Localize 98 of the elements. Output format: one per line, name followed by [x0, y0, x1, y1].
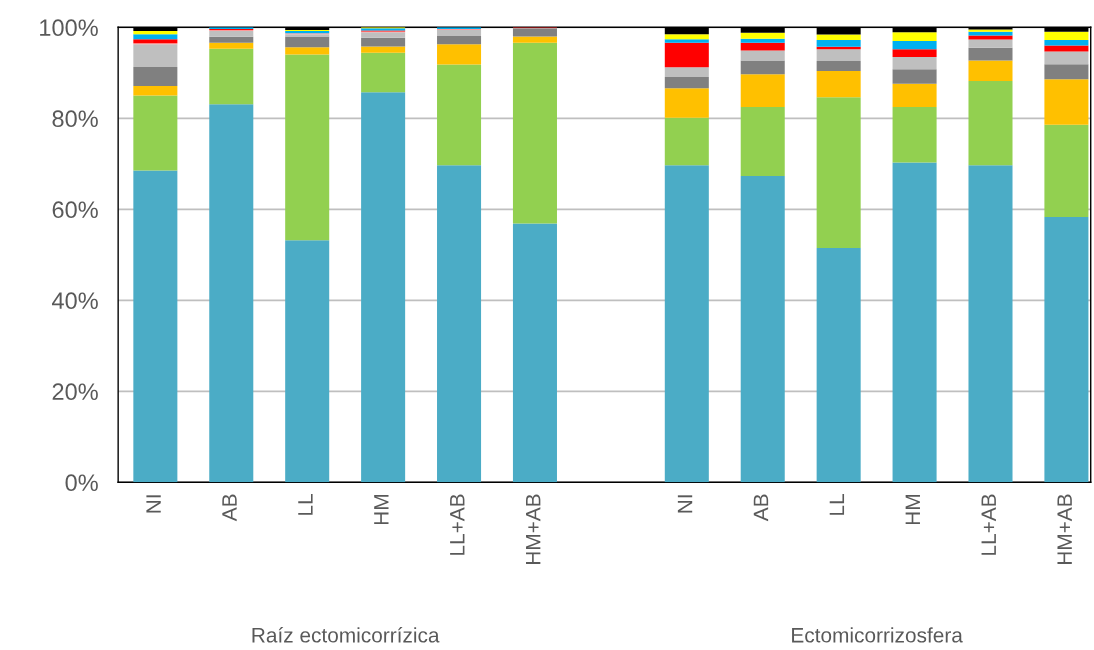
x-tick-label: LL+AB	[450, 494, 465, 555]
bar	[285, 240, 330, 483]
bar	[968, 47, 1013, 61]
bar	[892, 49, 937, 57]
bar	[740, 38, 785, 43]
bar	[968, 60, 1013, 81]
bar	[892, 69, 937, 84]
bar	[437, 64, 482, 166]
bar	[968, 35, 1013, 40]
bar	[209, 42, 254, 49]
y-tick-label: 100%	[40, 19, 98, 37]
y-tick-label: 60%	[52, 201, 98, 219]
bar	[664, 39, 709, 43]
x-tick-label: LL	[298, 494, 313, 515]
bar	[816, 60, 861, 71]
bar	[512, 223, 557, 483]
bar	[1044, 51, 1089, 65]
bar	[892, 162, 937, 483]
bar	[1044, 124, 1089, 218]
bar	[361, 32, 406, 38]
x-tick-label: NI	[677, 495, 693, 513]
bar	[133, 66, 178, 86]
bar	[361, 92, 406, 483]
bar	[816, 70, 861, 98]
bar	[133, 170, 178, 483]
bar	[664, 88, 709, 118]
bar	[816, 40, 861, 47]
bar	[740, 106, 785, 177]
bar	[892, 56, 937, 70]
bar	[133, 86, 178, 96]
bar	[133, 95, 178, 171]
bar	[740, 27, 785, 33]
bar	[1044, 45, 1089, 52]
bar	[968, 165, 1013, 483]
bar	[968, 39, 1013, 48]
bar	[892, 106, 937, 163]
bar	[664, 42, 709, 68]
bar	[892, 32, 937, 41]
x-tick-label: LL	[829, 494, 845, 515]
bar	[740, 50, 785, 61]
bar	[437, 30, 482, 36]
x-tick-label: AB	[222, 494, 237, 522]
bar	[285, 54, 330, 241]
bar	[1044, 40, 1089, 46]
x-tick-label: HM	[905, 495, 920, 525]
bar	[285, 47, 330, 55]
bar	[892, 40, 937, 50]
bar	[664, 76, 709, 89]
bar	[816, 97, 861, 248]
bar	[209, 48, 254, 105]
bar	[133, 44, 178, 67]
bar	[816, 247, 861, 483]
bar	[740, 42, 785, 51]
x-tick-label: HM	[374, 495, 389, 525]
bar	[437, 165, 482, 483]
bar	[1044, 217, 1089, 483]
bar	[740, 60, 785, 75]
x-tick-label: AB	[753, 494, 769, 522]
bar	[740, 74, 785, 107]
x-tick-label: HM+AB	[1057, 494, 1072, 565]
bar	[1044, 64, 1089, 80]
x-tick-label: NI	[146, 495, 161, 513]
text: Ectomicorrizosfera	[792, 627, 963, 643]
y-tick-label: 20%	[52, 383, 98, 401]
bar	[361, 52, 406, 93]
bar	[361, 46, 406, 53]
bar	[892, 83, 937, 107]
bar	[209, 104, 254, 483]
bar	[664, 117, 709, 166]
bar	[285, 36, 330, 48]
bar	[816, 34, 861, 41]
bar	[133, 39, 178, 44]
x-tick-label: HM+AB	[526, 494, 541, 565]
bar	[664, 67, 709, 77]
bar	[1044, 31, 1089, 41]
bar	[361, 37, 406, 47]
bar	[740, 32, 785, 39]
bar	[209, 30, 254, 37]
bar	[437, 35, 482, 45]
bar	[437, 44, 482, 65]
bar	[740, 176, 785, 483]
bar	[1044, 79, 1089, 125]
bar	[664, 165, 709, 483]
bar	[133, 30, 178, 35]
bar	[512, 28, 557, 37]
bar	[512, 42, 557, 224]
bar	[512, 36, 557, 43]
bar	[816, 49, 861, 61]
bar	[816, 27, 861, 35]
bar	[209, 36, 254, 43]
y-tick-label: 40%	[51, 292, 98, 310]
text: Raíz ectomicorrízica	[252, 627, 440, 643]
bar	[968, 80, 1013, 166]
y-tick-label: 0%	[65, 474, 98, 492]
bar	[133, 34, 178, 40]
bar	[664, 34, 709, 40]
x-tick-label: LL+AB	[981, 494, 996, 555]
y-tick-label: 80%	[52, 110, 98, 128]
